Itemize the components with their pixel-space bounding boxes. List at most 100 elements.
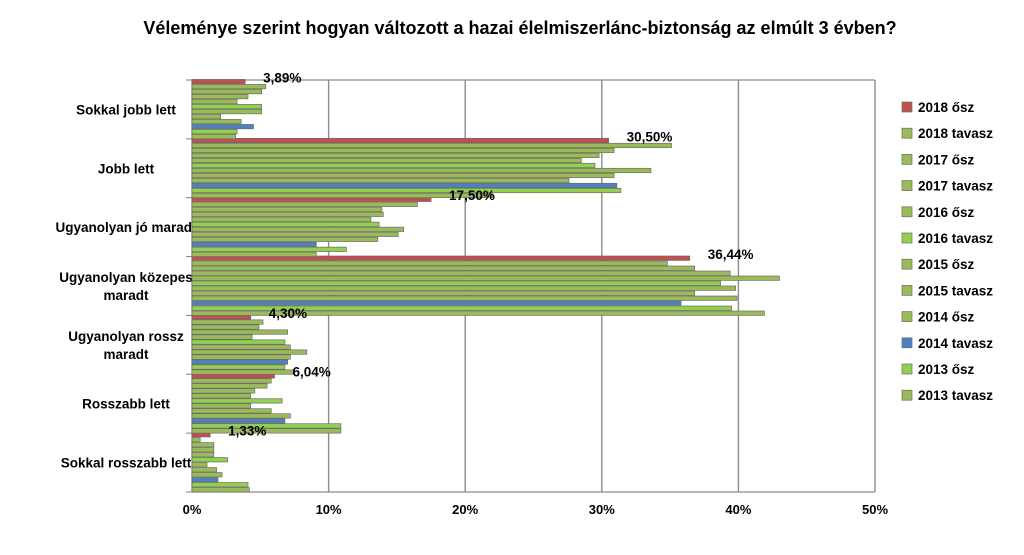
legend-swatch [901, 154, 913, 165]
bar [191, 344, 291, 350]
bar [191, 354, 291, 360]
data-label: 17,50% [449, 188, 495, 203]
legend-swatch [901, 285, 913, 296]
category-label: Jobb lett [98, 161, 155, 176]
legend-swatch [901, 127, 913, 139]
legend-label: 2015 tavasz [918, 283, 993, 298]
bar [191, 285, 737, 291]
legend-swatch [901, 258, 913, 270]
legend-swatch [901, 389, 913, 401]
x-tick-label: 30% [589, 502, 615, 517]
legend-swatch [901, 206, 913, 218]
legend-label: 2018 tavasz [918, 126, 993, 141]
bar [191, 413, 291, 419]
data-label: 4,30% [269, 306, 307, 321]
bar [191, 437, 201, 443]
legend-label: 2018 ősz [918, 100, 975, 115]
data-label: 1,33% [228, 424, 266, 439]
bar [191, 255, 691, 261]
x-tick-label: 20% [452, 502, 478, 517]
data-label: 6,04% [293, 365, 331, 380]
bar [191, 192, 493, 199]
legend-label: 2014 tavasz [918, 336, 993, 351]
legend-label: 2017 tavasz [918, 179, 993, 194]
bar [191, 104, 263, 110]
bar [191, 157, 582, 164]
bar [191, 472, 223, 478]
legend-swatch [901, 311, 913, 322]
bar [191, 162, 596, 169]
bar [191, 177, 570, 184]
bar [191, 369, 295, 375]
bar [191, 403, 252, 409]
bar [191, 246, 347, 252]
bar [191, 378, 272, 384]
bar [191, 295, 738, 301]
bar [191, 201, 418, 207]
bar [191, 152, 600, 159]
bar [191, 364, 286, 370]
legend-label: 2013 tavasz [918, 388, 993, 403]
data-label: 36,44% [708, 247, 754, 262]
bar [191, 137, 609, 144]
legend-label: 2016 tavasz [918, 231, 993, 246]
category-label: Ugyanolyan rossz [68, 329, 184, 344]
x-tick-label: 0% [183, 502, 202, 517]
legend-label: 2016 ősz [918, 205, 975, 220]
bar [191, 99, 238, 105]
bar [191, 129, 238, 135]
bar [191, 339, 286, 345]
bar [191, 89, 263, 95]
bar [191, 265, 696, 271]
bar [191, 187, 622, 194]
legend-swatch [901, 101, 913, 113]
legend-swatch [901, 180, 913, 191]
bar [191, 94, 249, 100]
bar [191, 487, 250, 493]
bar [191, 124, 254, 130]
bar [191, 206, 383, 212]
category-label: Sokkal rosszabb lett [61, 456, 192, 471]
category-label: Ugyanolyan közepes [59, 270, 193, 285]
bar [191, 167, 652, 174]
bar [191, 329, 288, 335]
bar [191, 383, 268, 389]
bar [191, 300, 682, 306]
bar [191, 310, 765, 316]
legend-label: 2013 ősz [918, 362, 975, 377]
bar [191, 114, 222, 120]
chart-title: Véleménye szerint hogyan változott a haz… [143, 18, 897, 38]
bar [191, 462, 208, 468]
bar [191, 393, 252, 399]
bar [191, 142, 672, 149]
bar [191, 211, 384, 217]
bar [191, 216, 372, 222]
bar [191, 398, 283, 404]
data-label: 30,50% [627, 129, 673, 144]
bar [191, 251, 317, 257]
bar [191, 447, 215, 453]
bar [191, 231, 399, 237]
legend-label: 2014 ősz [918, 310, 975, 325]
x-tick-label: 40% [725, 502, 751, 517]
legend-label: 2017 ősz [918, 152, 975, 167]
bar [191, 241, 317, 247]
category-label: maradt [103, 288, 149, 303]
x-tick-label: 50% [862, 502, 888, 517]
bar [191, 119, 242, 125]
bar [191, 260, 668, 266]
bar [191, 280, 721, 286]
legend-label: 2015 ősz [918, 257, 975, 272]
bar [191, 359, 288, 365]
bar [191, 418, 286, 424]
category-label: Ugyanolyan jó maradt [55, 220, 197, 235]
legend-swatch [901, 337, 913, 349]
legend-swatch [901, 363, 913, 375]
bar [191, 324, 260, 330]
bar [191, 305, 732, 311]
bar [191, 109, 263, 115]
category-label: Rosszabb lett [82, 397, 170, 412]
bar [191, 477, 219, 483]
bar [191, 482, 249, 488]
